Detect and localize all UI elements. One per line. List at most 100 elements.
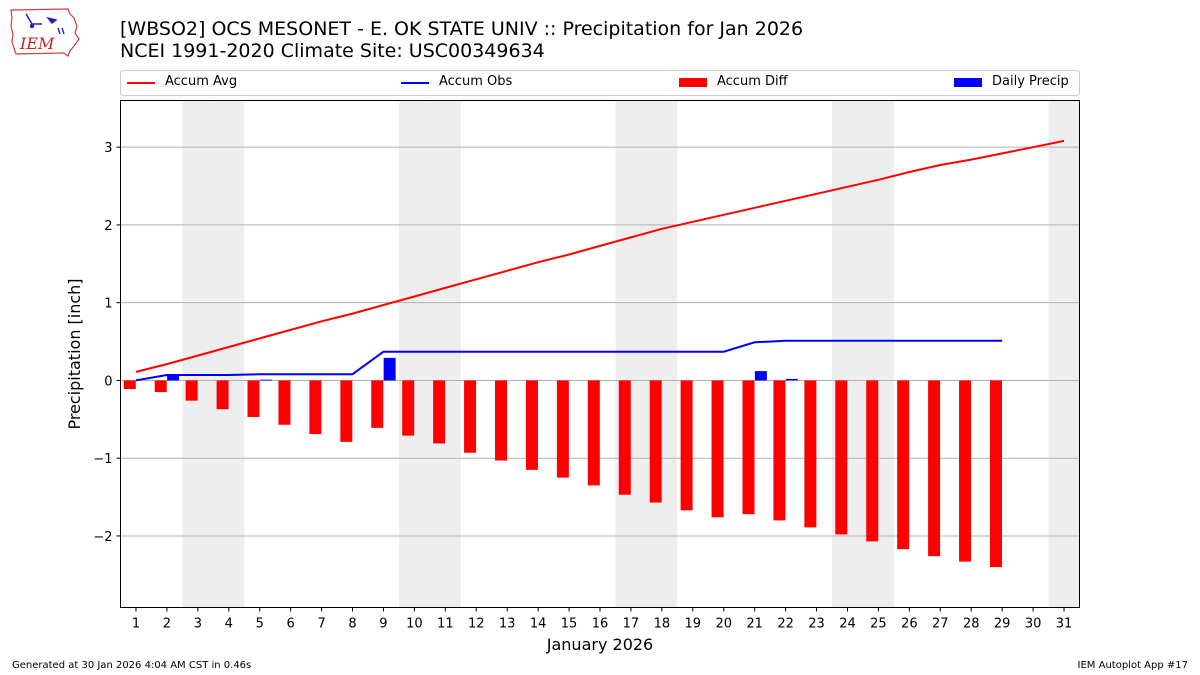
x-tick-label: 13 [499, 617, 516, 632]
daily-precip-bar [754, 371, 767, 381]
x-tick-label: 27 [932, 617, 949, 632]
accum-diff-bar [742, 380, 755, 515]
x-tick-label: 12 [468, 617, 485, 632]
accum-diff-bar [835, 380, 848, 535]
x-tick-label: 25 [870, 617, 887, 632]
x-tick-label: 31 [1056, 617, 1073, 632]
x-axis-label: January 2026 [546, 635, 653, 654]
accum-diff-bar [216, 380, 229, 410]
accum-diff-bar [123, 380, 136, 389]
y-axis-label: Precipitation [inch] [65, 278, 84, 429]
accum-diff-bar [371, 380, 384, 428]
legend-label: Accum Obs [439, 74, 513, 89]
legend-swatch [401, 82, 429, 84]
x-tick-label: 8 [348, 617, 356, 632]
x-tick-label: 26 [901, 617, 918, 632]
legend-label: Daily Precip [992, 74, 1069, 89]
x-tick-label: 21 [746, 617, 763, 632]
logo-text: IEM [19, 34, 55, 53]
y-tick-label: 3 [104, 141, 112, 156]
x-tick-label: 9 [379, 617, 387, 632]
x-tick-label: 16 [592, 617, 609, 632]
accum-diff-bar [185, 380, 198, 401]
accum-diff-bar [680, 380, 693, 511]
accum-diff-bar [773, 380, 786, 521]
legend-label: Accum Diff [717, 74, 788, 89]
x-tick-label: 10 [406, 617, 423, 632]
x-tick-label: 18 [654, 617, 671, 632]
accum-diff-bar [897, 380, 910, 550]
station-icon [29, 23, 35, 29]
x-tick-label: 7 [317, 617, 325, 632]
accum-diff-bar [556, 380, 569, 478]
legend-swatch [679, 78, 707, 87]
x-tick-label: 11 [437, 617, 454, 632]
x-tick-label: 14 [530, 617, 547, 632]
weekend-band [1048, 100, 1080, 608]
x-tick-label: 23 [808, 617, 825, 632]
daily-precip-bar [167, 374, 180, 381]
accum-diff-bar [340, 380, 353, 442]
accum-diff-bar [309, 380, 322, 435]
accum-diff-bar [495, 380, 508, 461]
y-tick-label: 1 [104, 297, 112, 312]
footer-generated: Generated at 30 Jan 2026 4:04 AM CST in … [12, 660, 252, 671]
x-tick-label: 15 [561, 617, 578, 632]
legend-swatch [127, 82, 155, 84]
y-tick-label: −1 [93, 452, 112, 467]
accum-diff-bar [464, 380, 477, 453]
chart-title: [WBSO2] OCS MESONET - E. OK STATE UNIV :… [120, 18, 804, 40]
chart-subtitle: NCEI 1991-2020 Climate Site: USC00349634 [120, 40, 545, 62]
daily-precip-bar [785, 378, 798, 381]
weekend-band [646, 100, 678, 608]
accum-diff-bar [433, 380, 446, 444]
x-tick-label: 4 [225, 617, 233, 632]
weekend-band [213, 100, 245, 608]
accum-diff-bar [804, 380, 817, 528]
accum-diff-bar [587, 380, 600, 486]
x-tick-label: 24 [839, 617, 856, 632]
weekend-band [429, 100, 461, 608]
legend-label: Accum Avg [165, 74, 238, 89]
accum-diff-bar [154, 380, 167, 393]
accum-diff-bar [989, 380, 1002, 568]
iowa-outline [10, 8, 80, 57]
x-tick-label: 20 [715, 617, 732, 632]
accum-diff-bar [618, 380, 631, 495]
accum-diff-bar [278, 380, 291, 425]
accum-diff-bar [959, 380, 972, 562]
rain-icon [46, 16, 65, 35]
x-tick-label: 6 [287, 617, 295, 632]
x-tick-label: 30 [1025, 617, 1042, 632]
y-tick-label: −2 [93, 530, 112, 545]
wind-barb-icon [25, 13, 42, 25]
accum-diff-bar [866, 380, 879, 542]
weekend-band [615, 100, 647, 608]
legend: Accum Avg Accum Obs Accum Diff Daily Pre… [120, 70, 1080, 96]
accum-avg-line [135, 139, 1065, 373]
x-tick-label: 29 [994, 617, 1011, 632]
x-tick-label: 22 [777, 617, 794, 632]
x-tick-label: 1 [132, 617, 140, 632]
accum-diff-bar [928, 380, 941, 557]
x-tick-label: 3 [194, 617, 202, 632]
accum-diff-bar [247, 380, 260, 417]
accum-diff-bar [711, 380, 724, 518]
iem-logo: IEM [10, 8, 80, 57]
accum-diff-bar [402, 380, 415, 436]
daily-precip-bar [259, 379, 272, 381]
weekend-band [182, 100, 214, 608]
footer-app: IEM Autoplot App #17 [1077, 660, 1188, 671]
accum-diff-bar [649, 380, 662, 503]
y-tick-label: 2 [104, 219, 112, 234]
x-tick-label: 19 [685, 617, 702, 632]
x-tick-label: 2 [163, 617, 171, 632]
weekend-band [398, 100, 430, 608]
x-tick-label: 17 [623, 617, 640, 632]
x-tick-label: 5 [256, 617, 264, 632]
accum-obs-line [135, 339, 1003, 382]
daily-precip-bar [383, 357, 396, 381]
x-tick-label: 28 [963, 617, 980, 632]
y-tick-label: 0 [104, 374, 112, 389]
